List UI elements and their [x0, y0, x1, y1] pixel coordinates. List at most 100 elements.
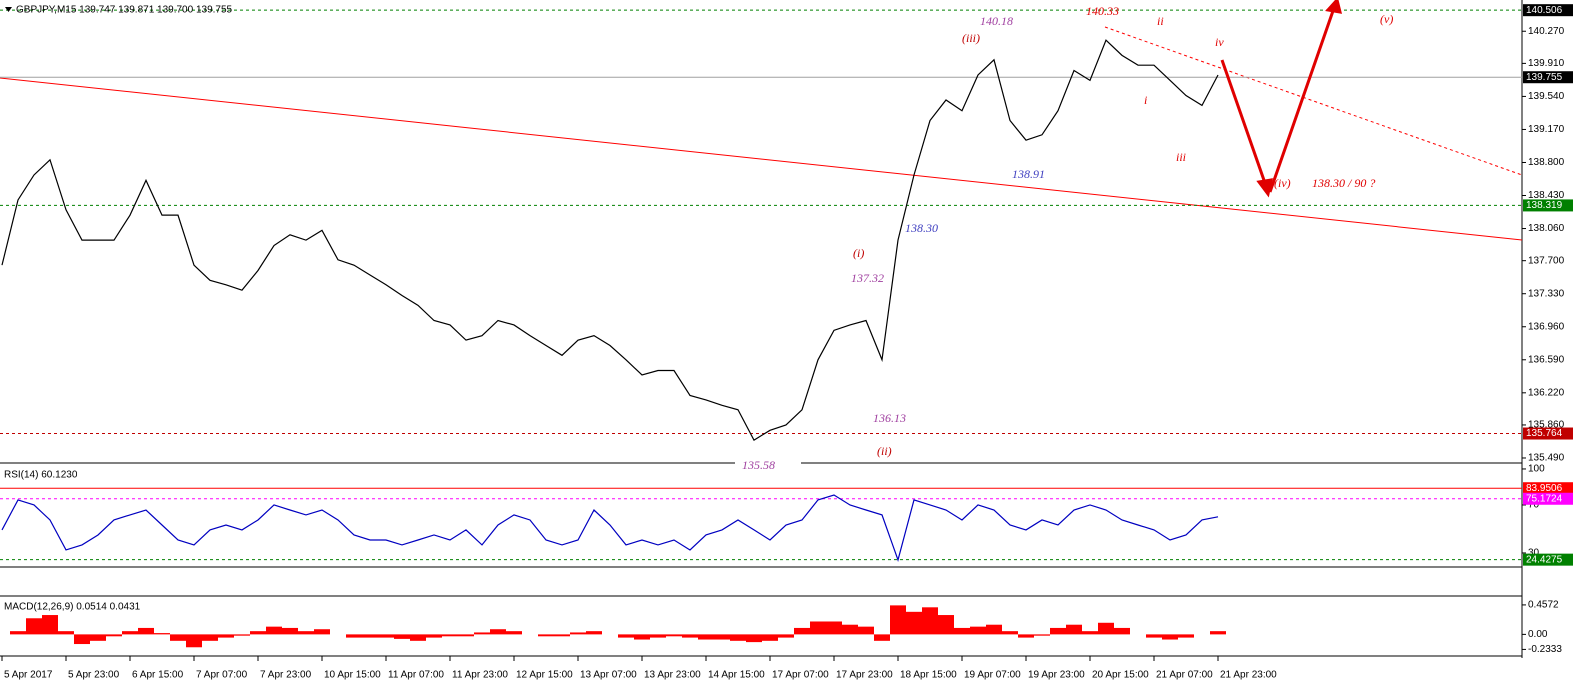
histogram-bar	[1034, 634, 1050, 636]
histogram-bar	[282, 627, 298, 635]
annotation: (iv)	[1274, 176, 1291, 190]
histogram-bar	[42, 615, 58, 635]
arrow	[1220, 59, 1268, 187]
y-tick-label: 136.220	[1528, 387, 1565, 398]
x-tick-label: 17 Apr 23:00	[836, 670, 893, 681]
histogram-bar	[922, 607, 938, 635]
histogram-bar	[1146, 634, 1162, 638]
y-tick-label: 139.170	[1528, 124, 1565, 135]
level-label: 135.764	[1526, 428, 1563, 439]
y-tick-label: 135.860	[1528, 420, 1565, 431]
level-label-bg	[1523, 4, 1573, 17]
trendlines	[0, 26, 1523, 241]
y-tick-label: 139.910	[1528, 58, 1565, 69]
histogram-bar	[810, 621, 826, 635]
label-box	[735, 458, 801, 474]
level-label-bg	[1523, 492, 1573, 505]
x-tick-label: 21 Apr 23:00	[1220, 670, 1277, 681]
histogram-bar	[538, 634, 554, 637]
histogram-bar	[714, 634, 730, 640]
annotation: 138.30 / 90 ?	[1312, 176, 1375, 190]
level-label-bg	[1523, 427, 1573, 440]
y-tick-label: 138.430	[1528, 190, 1565, 201]
histogram-bar	[938, 615, 954, 635]
histogram-bar	[1114, 627, 1130, 635]
histogram-bar	[1082, 631, 1098, 635]
histogram-bar	[298, 631, 314, 635]
histogram-bar	[570, 632, 586, 635]
x-tick-label: 11 Apr 23:00	[452, 670, 508, 681]
annotation: ii	[1157, 14, 1164, 28]
histogram-bar	[26, 618, 42, 635]
trendline	[1104, 26, 1523, 176]
histogram-bar	[442, 634, 458, 637]
histogram-bar	[1178, 634, 1194, 638]
histogram-bar	[1066, 624, 1082, 635]
histogram-bar	[410, 634, 426, 641]
x-tick-label: 14 Apr 15:00	[708, 670, 765, 681]
histogram-bar	[586, 631, 602, 635]
histogram-bar	[650, 634, 666, 638]
annotation: (ii)	[877, 444, 892, 458]
arrowhead	[1256, 178, 1273, 198]
histogram-bar	[314, 629, 330, 635]
y-tick-label: -0.2333	[1528, 644, 1562, 655]
menu-triangle	[5, 7, 12, 12]
histogram-bar	[74, 634, 90, 645]
histogram-bar	[794, 627, 810, 635]
y-tick-label: 136.960	[1528, 321, 1565, 332]
histogram-bar	[618, 634, 634, 638]
histogram-bar	[762, 634, 778, 641]
y-tick-label: 138.800	[1528, 157, 1565, 168]
histogram-bar	[986, 624, 1002, 635]
y-tick-label: 0.4572	[1528, 600, 1559, 611]
annotation: i	[1144, 93, 1147, 107]
histogram-bar	[730, 634, 746, 641]
arrowhead	[1325, 0, 1343, 14]
histogram-bar	[10, 631, 26, 635]
histogram-bar	[426, 634, 442, 638]
trendline	[0, 77, 1523, 241]
panel-title: GBPJPY,M15 139.747 139.871 139.700 139.7…	[16, 5, 233, 16]
histogram-bar	[666, 634, 682, 637]
histogram-bar	[506, 631, 522, 635]
panel-title: MACD(12,26,9) 0.0514 0.0431	[4, 602, 141, 613]
histogram-bar	[170, 634, 186, 641]
y-tick-label: 100	[1528, 464, 1545, 475]
level-label: 138.319	[1526, 200, 1563, 211]
histogram-bar	[154, 633, 170, 635]
histogram-bar	[1050, 627, 1066, 635]
x-tick-label: 13 Apr 07:00	[580, 670, 637, 681]
y-tick-label: 70	[1528, 500, 1540, 511]
x-tick-label: 10 Apr 15:00	[324, 670, 381, 681]
histogram-bar	[474, 632, 490, 635]
level-label: 140.506	[1526, 5, 1563, 16]
x-tick-label: 13 Apr 23:00	[644, 670, 701, 681]
histogram-bar	[490, 629, 506, 635]
annotation: 136.13	[873, 411, 906, 425]
histogram-bar	[218, 634, 234, 638]
annotation: iv	[1215, 35, 1224, 49]
x-tick-label: 5 Apr 23:00	[68, 670, 120, 681]
x-tick-label: 19 Apr 23:00	[1028, 670, 1085, 681]
histogram-bar	[202, 634, 218, 641]
histogram-bar	[970, 626, 986, 635]
level-label: 139.755	[1526, 72, 1563, 83]
annotation: (i)	[853, 246, 864, 260]
series-line	[1, 39, 1219, 441]
histogram-bar	[58, 631, 74, 635]
histogram-bar	[90, 634, 106, 641]
histogram-bar	[554, 634, 570, 637]
y-tick-label: 135.490	[1528, 453, 1565, 464]
arrow	[1268, 7, 1336, 193]
histogram-bar	[954, 627, 970, 635]
histogram-bar	[906, 611, 922, 635]
x-tick-label: 6 Apr 15:00	[132, 670, 184, 681]
x-tick-label: 18 Apr 15:00	[900, 670, 957, 681]
level-label-bg	[1523, 199, 1573, 212]
level-label-bg	[1523, 553, 1573, 566]
level-label: 75.1724	[1526, 493, 1563, 504]
histogram-bar	[106, 634, 122, 637]
